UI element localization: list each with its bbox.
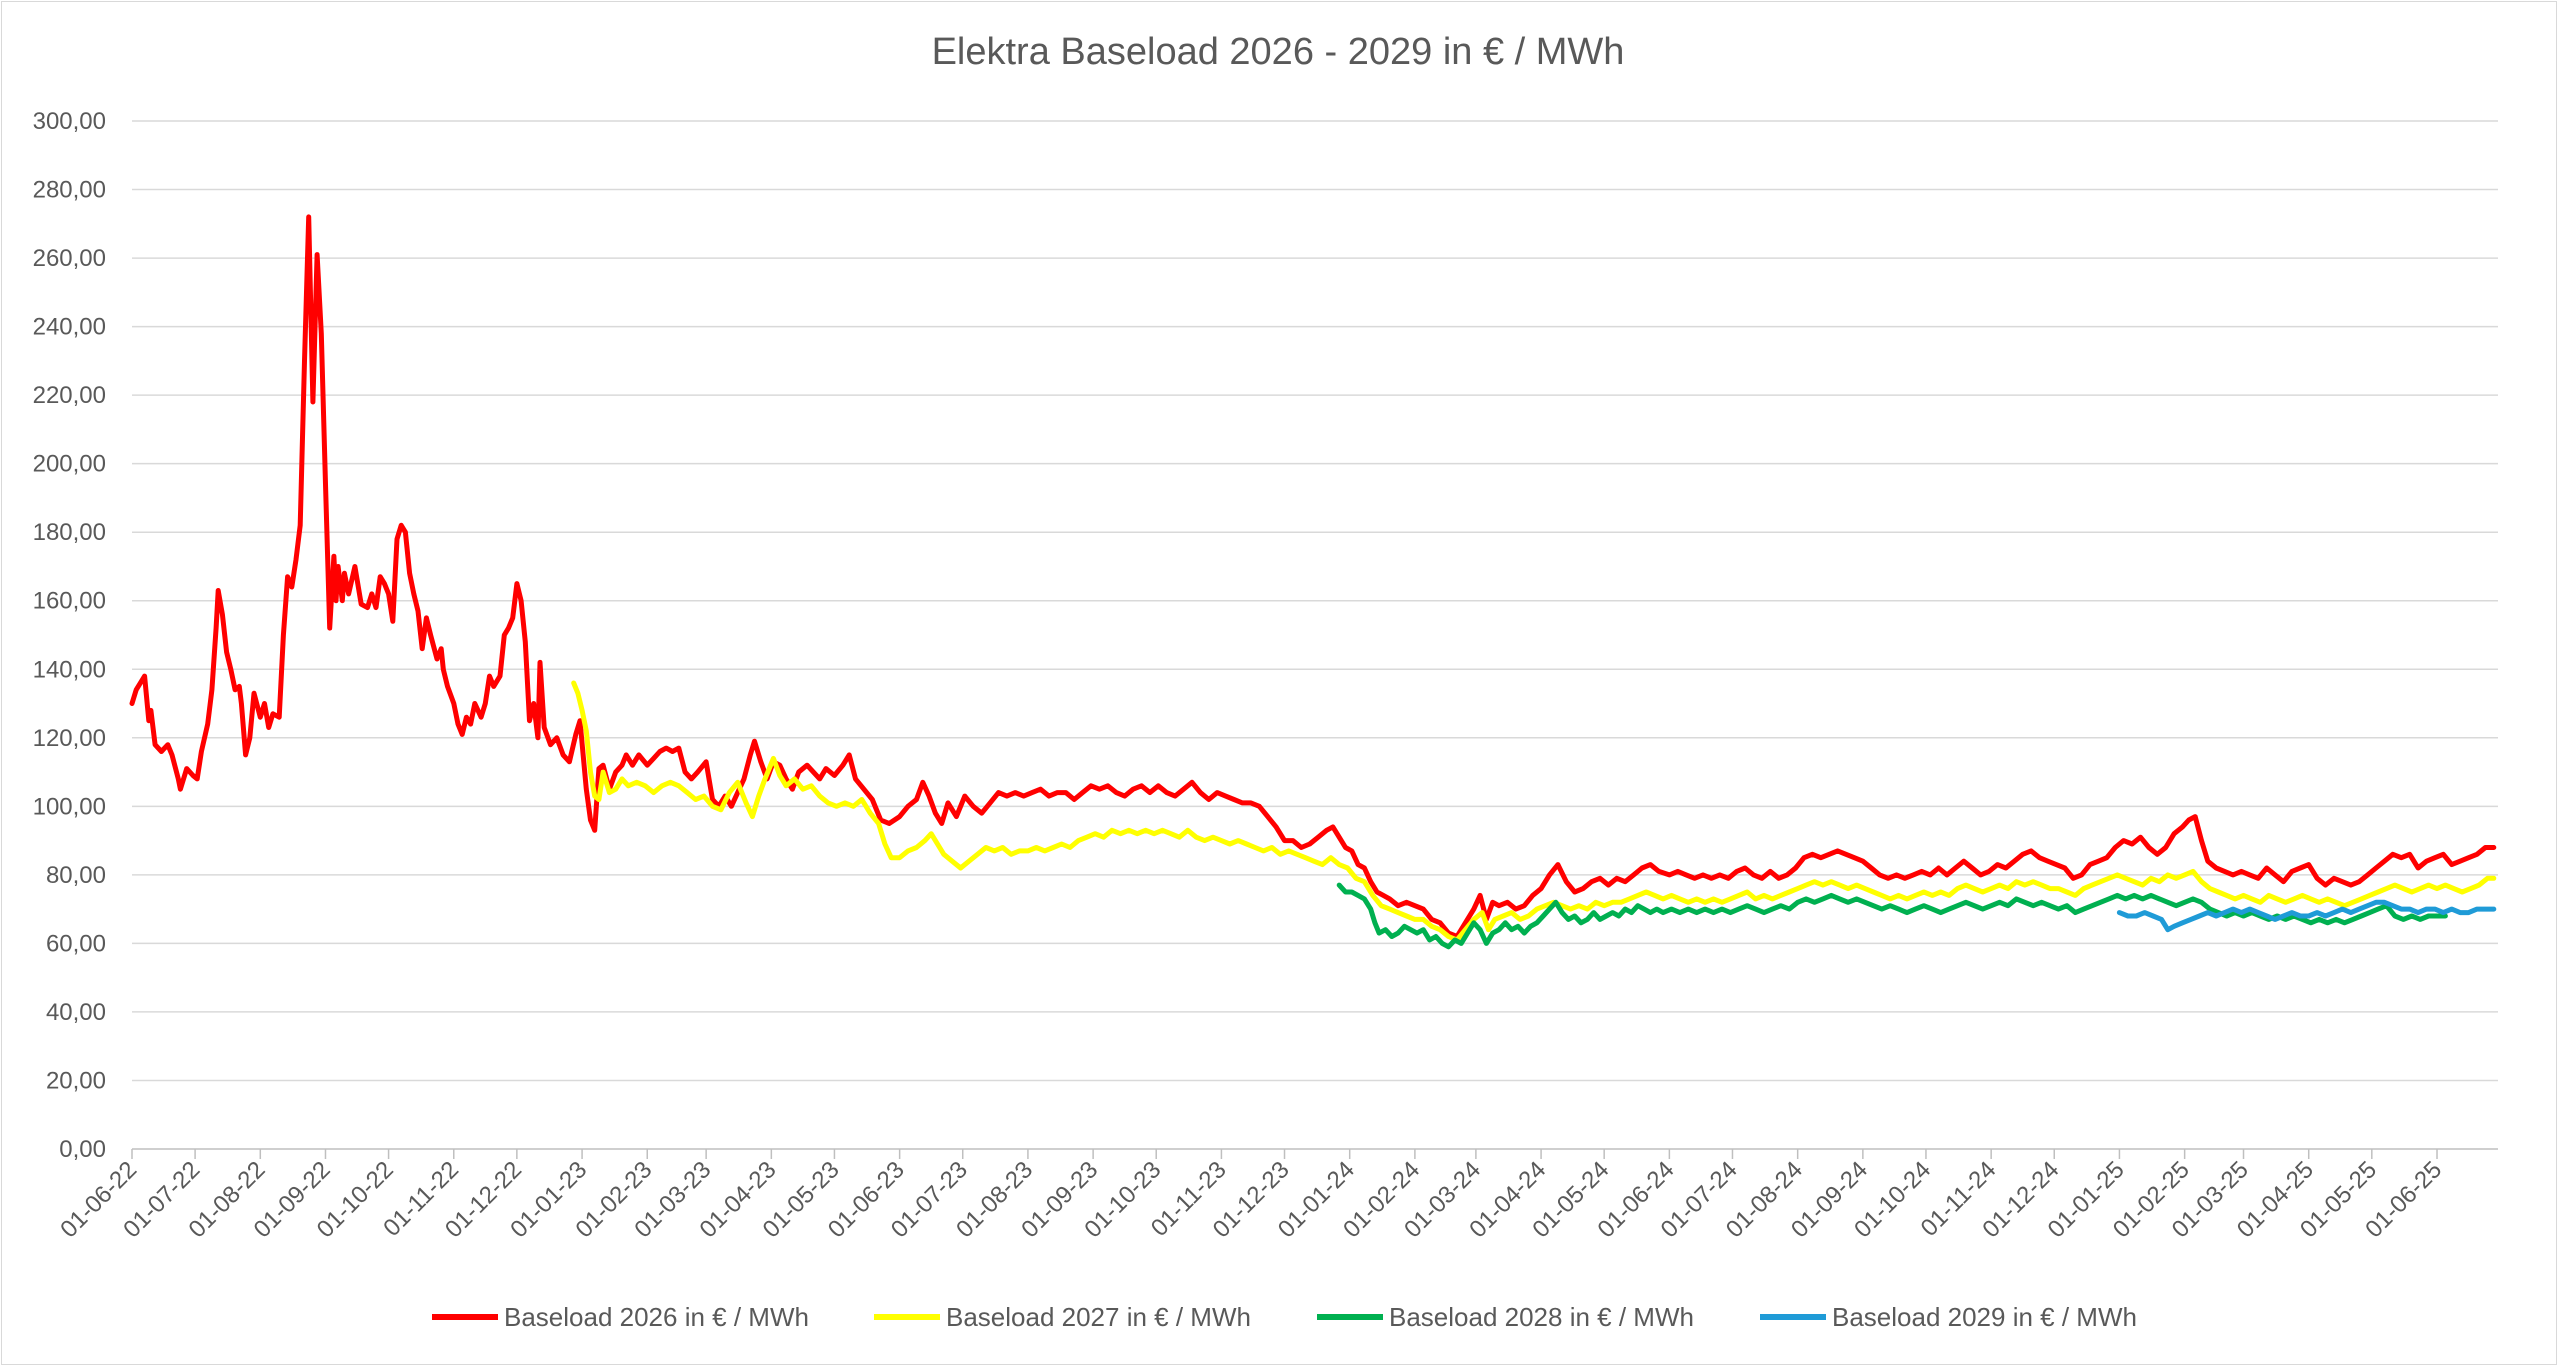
legend: Baseload 2026 in € / MWh Baseload 2027 in… bbox=[432, 1302, 2137, 1332]
y-tick-label: 260,00 bbox=[33, 245, 106, 272]
y-tick-label: 80,00 bbox=[46, 862, 106, 889]
series-line-1 bbox=[571, 680, 2497, 943]
legend-label: Baseload 2028 in € / MWh bbox=[1389, 1302, 1694, 1332]
y-tick-label: 220,00 bbox=[33, 382, 106, 409]
y-tick-label: 280,00 bbox=[33, 177, 106, 204]
series-line-3 bbox=[2116, 899, 2497, 933]
y-tick-label: 300,00 bbox=[33, 108, 106, 135]
y-tick-label: 40,00 bbox=[46, 999, 106, 1026]
y-tick-label: 140,00 bbox=[33, 656, 106, 683]
y-tick-label: 180,00 bbox=[33, 519, 106, 546]
x-axis: 01-06-2201-07-2201-08-2201-09-2201-10-22… bbox=[55, 1148, 2498, 1243]
y-tick-label: 60,00 bbox=[46, 930, 106, 957]
y-tick-label: 120,00 bbox=[33, 725, 106, 752]
y-tick-label: 160,00 bbox=[33, 588, 106, 615]
series-line-2 bbox=[1336, 882, 2448, 950]
chart-title: Elektra Baseload 2026 - 2029 in € / MWh bbox=[932, 31, 1625, 73]
gridlines bbox=[132, 120, 2498, 1082]
y-tick-label: 20,00 bbox=[46, 1067, 106, 1094]
y-axis: 0,00 20,00 40,00 60,00 80,00 100,00 120,00 140,… bbox=[33, 108, 106, 1163]
legend-label: Baseload 2029 in € / MWh bbox=[1832, 1302, 2137, 1332]
y-tick-label: 0,00 bbox=[59, 1136, 106, 1163]
y-tick-label: 100,00 bbox=[33, 793, 106, 820]
series-lines bbox=[129, 214, 2497, 950]
legend-label: Baseload 2027 in € / MWh bbox=[946, 1302, 1251, 1332]
legend-label: Baseload 2026 in € / MWh bbox=[504, 1302, 809, 1332]
y-tick-label: 240,00 bbox=[33, 314, 106, 341]
series-line-0 bbox=[129, 214, 2497, 939]
y-tick-label: 200,00 bbox=[33, 451, 106, 478]
